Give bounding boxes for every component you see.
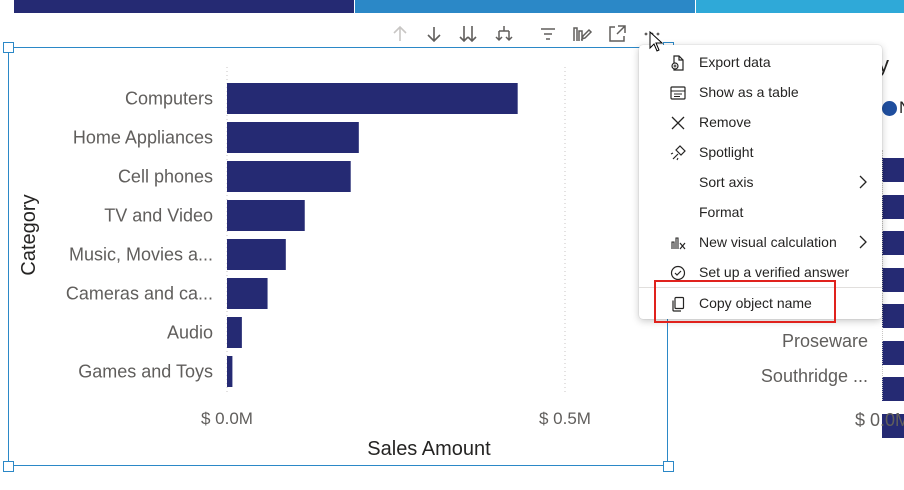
table-icon (669, 84, 687, 102)
chevron-right-icon (856, 234, 870, 250)
category-label: Music, Movies a... (69, 245, 213, 265)
arrow-up-icon[interactable] (388, 22, 412, 46)
strip-segment (696, 0, 904, 13)
menu-item-label: Remove (699, 114, 752, 130)
highlight-box (654, 280, 836, 323)
category-label: TV and Video (104, 206, 213, 226)
category-label: Cell phones (118, 167, 213, 187)
bar[interactable] (227, 356, 233, 387)
spotlight-icon (669, 144, 687, 162)
right-visual-title: y (878, 52, 889, 77)
menu-item-label: Sort axis (699, 174, 754, 190)
right-visual-bar (882, 231, 904, 255)
menu-item-label: Export data (699, 54, 771, 70)
bar[interactable] (227, 83, 518, 114)
menu-item-sort-axis[interactable]: Sort axis (639, 167, 882, 197)
mouse-cursor-icon (649, 30, 665, 53)
focus-mode-icon[interactable] (605, 22, 629, 46)
menu-item-new-visual-calculation[interactable]: New visual calculation (639, 227, 882, 257)
right-visual-bar (882, 304, 904, 328)
menu-item-export-data[interactable]: Export data (639, 47, 882, 77)
bar[interactable] (227, 317, 242, 348)
visual-calculation-icon (669, 234, 687, 252)
expand-hierarchy-icon[interactable] (492, 22, 516, 46)
resize-handle-bottom-left[interactable] (3, 461, 14, 472)
filter-icon[interactable] (536, 22, 560, 46)
bar[interactable] (227, 239, 286, 270)
category-label: Cameras and ca... (66, 284, 213, 304)
arrow-down-icon[interactable] (422, 22, 446, 46)
bar[interactable] (227, 122, 359, 153)
menu-item-remove[interactable]: Remove (639, 107, 882, 137)
menu-item-label: Set up a verified answer (699, 264, 850, 280)
visual-format-icon[interactable] (570, 22, 594, 46)
legend-marker (882, 101, 897, 116)
right-gridline (882, 150, 884, 400)
menu-item-label: Spotlight (699, 144, 754, 160)
copy-icon (669, 295, 687, 313)
legend-label: N (899, 98, 904, 118)
menu-item-label: Show as a table (699, 84, 799, 100)
right-visual-bar (882, 340, 904, 365)
bar[interactable] (227, 161, 351, 192)
right-category-label: Southridge ... (760, 366, 868, 386)
menu-divider (639, 287, 882, 288)
category-label: Home Appliances (73, 128, 213, 148)
strip-segment (355, 0, 695, 13)
category-label: Computers (125, 89, 213, 109)
menu-item-show-as-table[interactable]: Show as a table (639, 77, 882, 107)
chevron-right-icon (856, 174, 870, 190)
right-visual-bar (882, 194, 904, 219)
menu-item-label: New visual calculation (699, 234, 837, 250)
drill-all-down-icon[interactable] (456, 22, 480, 46)
close-icon (669, 114, 687, 132)
export-data-icon (669, 54, 687, 72)
menu-item-spotlight[interactable]: Spotlight (639, 137, 882, 167)
right-visual-bar (882, 267, 904, 292)
menu-item-format[interactable]: Format (639, 197, 882, 227)
right-visual-bar (882, 413, 904, 438)
verified-answer-icon (669, 264, 687, 282)
resize-handle-top-left[interactable] (3, 42, 14, 53)
right-axis-tick: $ 0.0M (855, 410, 904, 430)
top-color-strip (0, 0, 904, 13)
menu-item-label: Format (699, 204, 744, 220)
resize-handle-bottom-right[interactable] (663, 461, 674, 472)
right-visual-bar (882, 377, 904, 401)
category-label: Audio (167, 323, 213, 343)
menu-item-verified-answer[interactable]: Set up a verified answer (639, 257, 882, 287)
right-category-label: Proseware (781, 331, 868, 351)
x-axis-title: Sales Amount (367, 438, 491, 460)
menu-item-label: Copy object name (699, 295, 812, 311)
bar[interactable] (227, 278, 268, 309)
category-label: Games and Toys (78, 362, 213, 382)
x-tick-label: $ 0.5M (539, 409, 591, 428)
more-options-menu: Export data Show as a table Remove Spotl… (639, 45, 882, 319)
x-tick-label: $ 0.0M (201, 409, 253, 428)
menu-item-copy-object-name[interactable]: Copy object name (639, 288, 882, 318)
strip-segment (14, 0, 354, 13)
bar[interactable] (227, 200, 305, 231)
right-visual-bar (882, 158, 904, 182)
y-axis-title: Category (18, 194, 40, 275)
